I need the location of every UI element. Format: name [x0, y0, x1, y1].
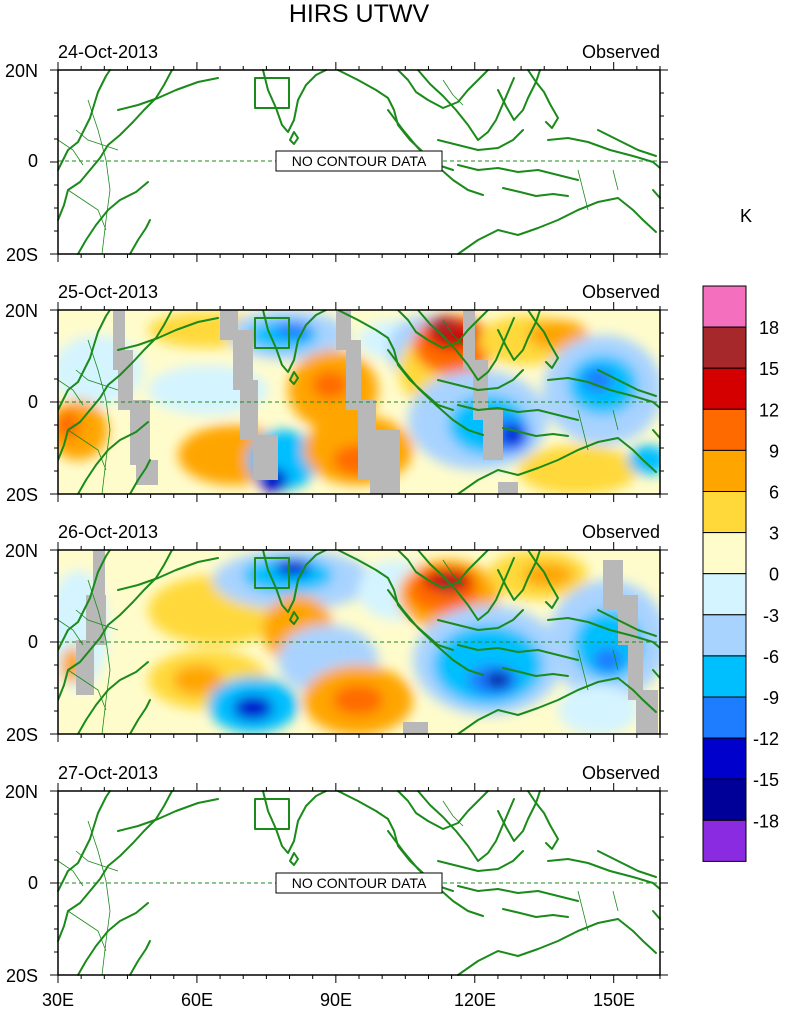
colorbar-swatch [702, 532, 747, 575]
colorbar-swatch [702, 449, 747, 492]
colorbar-swatch [702, 819, 747, 862]
panel-date: 27-Oct-2013 [58, 763, 158, 783]
lat-label-20n: 20N [5, 301, 38, 321]
figure-title: HIRS UTWV [289, 0, 430, 28]
panel-25-oct: 25-Oct-2013 Observed [57, 282, 661, 495]
panel-tag: Observed [582, 42, 660, 62]
colorbar-swatch [702, 778, 747, 821]
colorbar-labels: 18 15 12 9 6 3 0 -3 -6 -9 -12 -15 -18 [753, 318, 779, 831]
lon-label-90e: 90E [320, 990, 352, 1010]
lat-label-20s: 20S [6, 485, 38, 505]
colorbar-label: 3 [769, 524, 779, 544]
colorbar-label: 12 [759, 400, 779, 420]
colorbar: K 18 15 12 9 6 3 0 -3 -6 -9 -12 -15 -18 [702, 206, 779, 862]
lat-label-eq: 0 [28, 632, 38, 652]
colorbar-unit: K [740, 206, 752, 226]
colorbar-swatch [702, 696, 747, 739]
lat-label-20s: 20S [6, 966, 38, 986]
colorbar-label: 15 [759, 359, 779, 379]
utwv-contour-field [58, 310, 660, 494]
colorbar-label: -18 [753, 811, 779, 831]
panel-26-oct: 26-Oct-2013 Observed [57, 522, 661, 735]
colorbar-label: 6 [769, 483, 779, 503]
no-data-box [275, 150, 443, 172]
no-contour-message: NO CONTOUR DATA [292, 875, 427, 891]
panel-date: 24-Oct-2013 [58, 42, 158, 62]
colorbar-swatch [702, 408, 747, 451]
colorbar-swatch [702, 573, 747, 616]
colorbar-label: 18 [759, 318, 779, 338]
axis-ticks [50, 62, 668, 983]
lat-label-20n: 20N [5, 61, 38, 81]
colorbar-label: -9 [763, 688, 779, 708]
longitude-labels: 30E 60E 90E 120E 150E [42, 990, 635, 1010]
panel-tag: Observed [582, 282, 660, 302]
colorbar-swatch [702, 491, 747, 534]
lat-label-20n: 20N [5, 541, 38, 561]
lon-label-60e: 60E [181, 990, 213, 1010]
lat-label-20n: 20N [5, 782, 38, 802]
lon-label-120e: 120E [454, 990, 496, 1010]
colorbar-label: 0 [769, 565, 779, 585]
colorbar-label: -6 [763, 647, 779, 667]
latitude-labels: 20N 0 20S 20N 0 20S 20N 0 20S 20N 0 20S [5, 61, 38, 986]
lon-label-30e: 30E [42, 990, 74, 1010]
colorbar-swatches [702, 285, 747, 862]
lat-label-eq: 0 [28, 392, 38, 412]
no-contour-message: NO CONTOUR DATA [292, 153, 427, 169]
panel-tag: Observed [582, 522, 660, 542]
lat-label-eq: 0 [28, 873, 38, 893]
colorbar-swatch [702, 655, 747, 698]
no-data-box [275, 872, 443, 894]
panel-date: 26-Oct-2013 [58, 522, 158, 542]
utwv-contour-field [58, 550, 660, 734]
panel-date: 25-Oct-2013 [58, 282, 158, 302]
colorbar-swatch [702, 737, 747, 780]
colorbar-swatch [702, 326, 747, 369]
colorbar-swatch [702, 285, 747, 328]
colorbar-label: -12 [753, 729, 779, 749]
colorbar-label: 9 [769, 441, 779, 461]
lon-label-150e: 150E [593, 990, 635, 1010]
lat-label-20s: 20S [6, 245, 38, 265]
colorbar-swatch [702, 614, 747, 657]
panel-24-oct: 24-Oct-2013 Observed NO CONTOUR DATA [57, 42, 661, 255]
lat-label-eq: 0 [28, 151, 38, 171]
colorbar-label: -15 [753, 770, 779, 790]
colorbar-label: -3 [763, 606, 779, 626]
panel-tag: Observed [582, 763, 660, 783]
panel-27-oct: 27-Oct-2013 Observed NO CONTOUR DATA [57, 763, 661, 976]
lat-label-20s: 20S [6, 725, 38, 745]
colorbar-swatch [702, 367, 747, 410]
